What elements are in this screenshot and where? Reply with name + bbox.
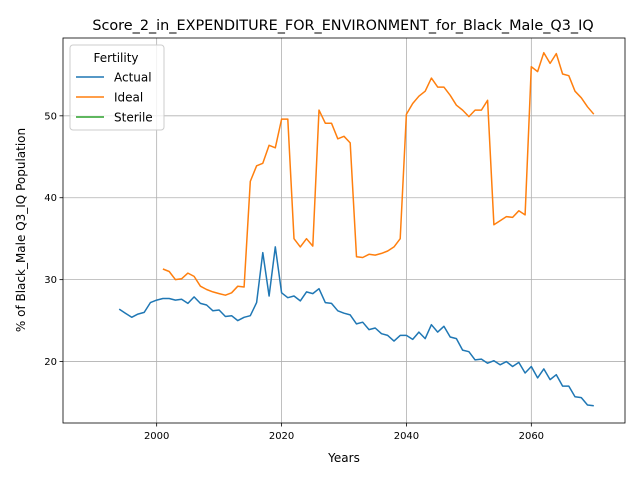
series-line-actual <box>118 246 594 407</box>
x-tick-label: 2040 <box>394 431 419 442</box>
legend: Fertility Actual Ideal Sterile <box>69 44 165 131</box>
legend-label: Ideal <box>114 91 143 105</box>
legend-label: Actual <box>114 71 152 85</box>
y-tick-label: 30 <box>44 275 57 286</box>
grid-lines <box>63 38 625 423</box>
series-lines <box>118 51 595 407</box>
x-axis-ticks: 2000 2020 2040 2060 <box>144 423 544 442</box>
plot-frame <box>62 37 626 424</box>
series-line-ideal <box>162 51 595 296</box>
legend-item-sterile: Sterile <box>76 111 153 125</box>
x-axis-label: Years <box>327 451 360 465</box>
y-tick-label: 50 <box>44 111 57 122</box>
x-tick-label: 2020 <box>269 431 294 442</box>
legend-item-ideal: Ideal <box>76 91 143 105</box>
legend-items: Actual Ideal Sterile <box>76 71 153 125</box>
legend-label: Sterile <box>114 111 153 125</box>
y-tick-label: 20 <box>44 357 57 368</box>
chart-title: Score_2_in_EXPENDITURE_FOR_ENVIRONMENT_f… <box>92 18 593 34</box>
x-tick-label: 2060 <box>519 431 544 442</box>
legend-item-actual: Actual <box>76 71 152 85</box>
legend-title: Fertility <box>93 51 138 65</box>
legend-box <box>69 44 165 131</box>
x-tick-label: 2000 <box>144 431 169 442</box>
y-axis-label: % of Black_Male Q3_IQ Population <box>14 128 28 332</box>
y-axis-ticks: 20 30 40 50 <box>44 111 63 368</box>
y-tick-label: 40 <box>44 193 57 204</box>
